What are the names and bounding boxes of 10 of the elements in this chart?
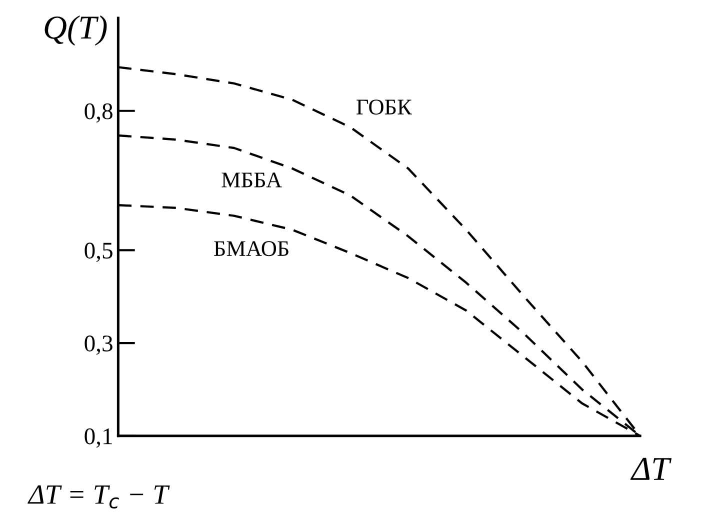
y-tick-label: 0,1: [84, 428, 112, 448]
x-axis-title: ΔT: [630, 458, 672, 480]
series-label: МББА: [222, 172, 282, 188]
y-tick-label: 0,5: [84, 242, 112, 262]
series-label: БМАОБ: [214, 241, 288, 256]
y-axis-title: Q(T): [44, 15, 107, 46]
y-tick-label: 0,8: [84, 103, 112, 123]
text: ΔT = T$_{c}$ − T: [28, 485, 170, 508]
y-tick-label: 0,3: [84, 336, 112, 355]
series-label: ГОБК: [356, 100, 412, 115]
